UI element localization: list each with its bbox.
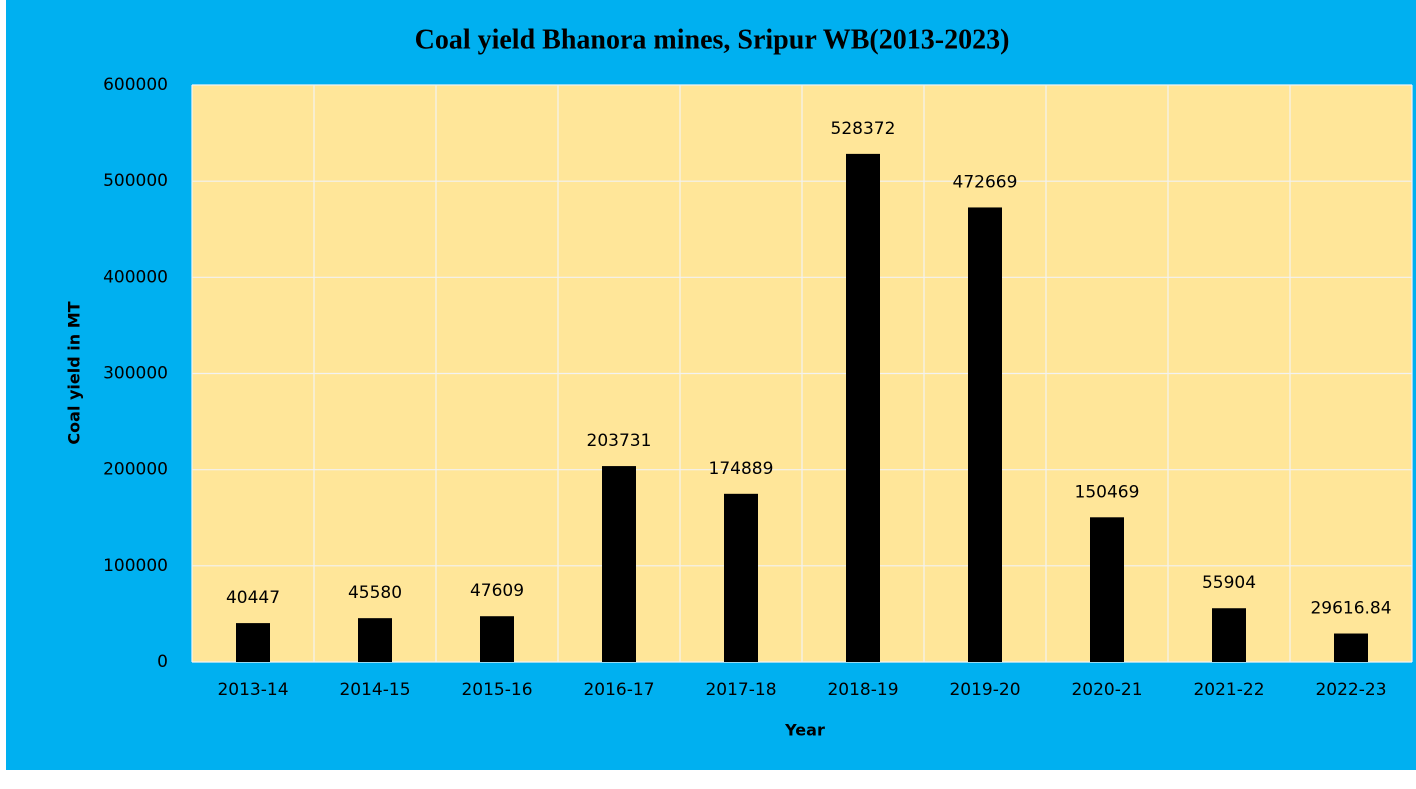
x-tick-label: 2021-22 xyxy=(1193,680,1264,700)
x-tick-label: 2017-18 xyxy=(705,680,776,700)
x-tick-label: 2013-14 xyxy=(217,680,288,700)
y-tick-label: 100000 xyxy=(103,556,168,576)
y-axis-title: Coal yield in MT xyxy=(65,301,84,444)
bar xyxy=(1334,633,1368,662)
data-label: 150469 xyxy=(1075,482,1140,502)
x-tick-label: 2016-17 xyxy=(583,680,654,700)
data-label: 174889 xyxy=(709,459,774,479)
bar xyxy=(846,153,880,662)
x-axis-title: Year xyxy=(784,721,825,740)
bar xyxy=(480,616,514,662)
data-label: 40447 xyxy=(226,588,280,608)
bar xyxy=(1090,517,1124,662)
bar xyxy=(968,207,1002,662)
y-tick-label: 500000 xyxy=(103,171,168,191)
data-label: 45580 xyxy=(348,583,402,603)
bar xyxy=(1212,608,1246,662)
y-tick-label: 400000 xyxy=(103,267,168,287)
x-tick-label: 2015-16 xyxy=(461,680,532,700)
chart-title: Coal yield Bhanora mines, Sripur WB(2013… xyxy=(415,24,1010,55)
x-tick-label: 2019-20 xyxy=(949,680,1020,700)
y-tick-label: 0 xyxy=(157,652,168,672)
x-tick-label: 2018-19 xyxy=(827,680,898,700)
data-label: 203731 xyxy=(587,431,652,451)
bar xyxy=(358,618,392,662)
data-label: 472669 xyxy=(953,172,1018,192)
x-tick-label: 2014-15 xyxy=(339,680,410,700)
data-label: 29616.84 xyxy=(1310,599,1391,619)
y-tick-label: 300000 xyxy=(103,364,168,384)
x-tick-label: 2022-23 xyxy=(1315,680,1386,700)
y-tick-label: 200000 xyxy=(103,460,168,480)
bar xyxy=(236,623,270,662)
bar xyxy=(602,466,636,662)
data-label: 47609 xyxy=(470,581,524,601)
data-label: 55904 xyxy=(1202,573,1256,593)
data-label: 528372 xyxy=(831,119,896,139)
bar xyxy=(724,493,758,662)
y-tick-label: 600000 xyxy=(103,75,168,95)
x-tick-label: 2020-21 xyxy=(1071,680,1142,700)
